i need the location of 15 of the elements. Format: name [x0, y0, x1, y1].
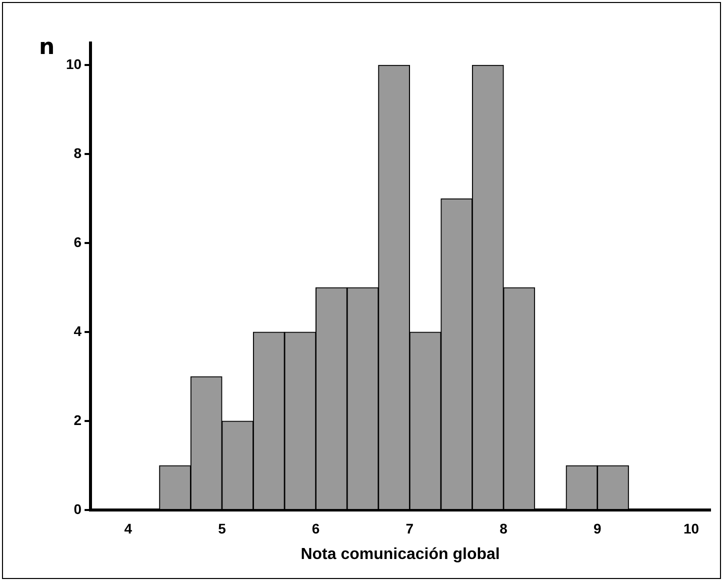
y-tick-label: 8	[74, 145, 82, 162]
x-axis-title: Nota comunicación global	[300, 546, 500, 563]
y-tick-label: 6	[74, 234, 82, 250]
x-tick-label: 8	[500, 520, 508, 536]
y-axis-title: n	[39, 35, 55, 60]
x-tick-label: 4	[124, 520, 132, 536]
y-tick-label: 2	[74, 412, 82, 428]
y-tick-label: 4	[74, 322, 82, 339]
y-tick-label: 0	[74, 500, 82, 517]
x-tick-label: 6	[312, 520, 320, 536]
x-tick-label: 5	[218, 520, 226, 536]
y-tick-label: 10	[66, 56, 82, 72]
x-tick-label: 9	[593, 520, 602, 536]
x-tick-label: 10	[683, 520, 700, 536]
x-tick-label: 7	[406, 520, 414, 536]
